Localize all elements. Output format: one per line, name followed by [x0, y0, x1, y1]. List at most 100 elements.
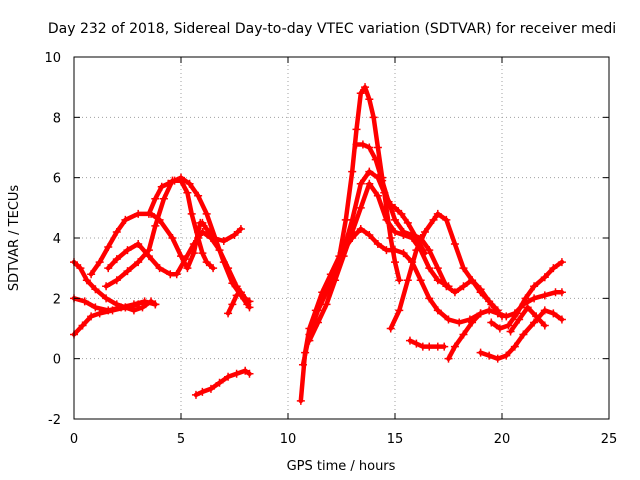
data-point	[440, 342, 449, 351]
data-point	[185, 179, 194, 188]
data-point	[151, 194, 160, 203]
data-point	[138, 303, 147, 312]
ticks: 0 5 10 15 20 25 -2 0 2 4 6 8 10	[44, 51, 617, 447]
data-point	[219, 258, 228, 267]
series-arc-10	[298, 84, 402, 404]
data-point	[228, 279, 237, 288]
data-point	[523, 303, 532, 312]
data-point	[433, 264, 442, 273]
data-point	[455, 318, 464, 327]
data-point	[468, 276, 477, 285]
data-point	[313, 306, 322, 315]
x-axis-label: GPS time / hours	[287, 459, 396, 474]
data-point	[495, 324, 504, 333]
data-point	[487, 318, 496, 327]
data-point	[241, 294, 250, 303]
data-point	[337, 249, 346, 258]
data-point	[530, 282, 539, 291]
data-point	[502, 351, 511, 360]
data-point	[530, 318, 539, 327]
data-point	[442, 282, 451, 291]
y-tick-label: 6	[53, 172, 61, 187]
data-point	[382, 215, 391, 224]
data-point	[403, 218, 412, 227]
data-point	[183, 188, 192, 197]
data-point	[485, 306, 494, 315]
data-point	[442, 215, 451, 224]
data-point	[540, 321, 549, 330]
data-point	[378, 176, 387, 185]
data-point	[232, 369, 241, 378]
data-point	[373, 240, 382, 249]
data-point	[395, 276, 404, 285]
data-point	[168, 176, 177, 185]
data-point	[373, 143, 382, 152]
data-point	[177, 252, 185, 261]
data-point	[76, 264, 85, 273]
data-point	[241, 366, 250, 375]
data-point	[134, 258, 143, 267]
data-point	[191, 390, 200, 399]
data-point	[429, 215, 438, 224]
data-point	[515, 315, 524, 324]
data-point	[144, 209, 153, 218]
data-point	[502, 312, 511, 321]
data-point	[540, 306, 549, 315]
data-point	[532, 312, 541, 321]
data-point	[403, 276, 412, 285]
x-tick-label: 0	[70, 432, 78, 447]
data-point	[87, 312, 96, 321]
data-point	[236, 224, 245, 233]
data-point	[112, 276, 121, 285]
data-point	[104, 264, 113, 273]
data-point	[444, 315, 453, 324]
series-arc-18	[478, 308, 565, 361]
data-point	[112, 255, 121, 264]
data-point	[209, 264, 218, 273]
data-point	[356, 203, 365, 212]
data-point	[228, 300, 237, 309]
data-point	[468, 318, 477, 327]
data-point	[450, 240, 459, 249]
data-point	[399, 227, 408, 236]
data-point	[365, 179, 374, 188]
data-point	[384, 197, 393, 206]
data-point	[183, 264, 192, 273]
data-point	[365, 230, 374, 239]
data-point	[557, 315, 566, 324]
data-point	[356, 224, 365, 233]
data-point	[80, 297, 89, 306]
y-tick-label: 4	[53, 232, 61, 247]
data-point	[519, 330, 528, 339]
data-point	[245, 369, 254, 378]
data-point	[356, 179, 365, 188]
data-point	[245, 303, 254, 312]
data-point	[425, 246, 434, 255]
data-point	[395, 306, 404, 315]
data-point	[151, 221, 160, 230]
x-tick-label: 10	[280, 432, 297, 447]
data-point	[485, 297, 494, 306]
data-point	[530, 294, 539, 303]
data-point	[459, 282, 468, 291]
data-point	[298, 360, 307, 369]
data-point	[155, 264, 164, 273]
data-point	[391, 215, 399, 224]
data-point	[459, 330, 468, 339]
data-point	[95, 309, 104, 318]
data-point	[521, 294, 530, 303]
data-point	[159, 194, 168, 203]
series-arc-15	[388, 211, 500, 331]
data-point	[540, 291, 549, 300]
data-point	[198, 387, 207, 396]
data-point	[215, 378, 224, 387]
data-point	[540, 273, 549, 282]
data-point	[219, 237, 228, 246]
y-tick-label: 2	[53, 292, 61, 307]
data-point	[512, 309, 521, 318]
data-point	[361, 83, 370, 92]
chart-title: Day 232 of 2018, Sidereal Day-to-day VTE…	[48, 21, 616, 37]
data-point	[177, 176, 185, 185]
data-point	[194, 191, 203, 200]
